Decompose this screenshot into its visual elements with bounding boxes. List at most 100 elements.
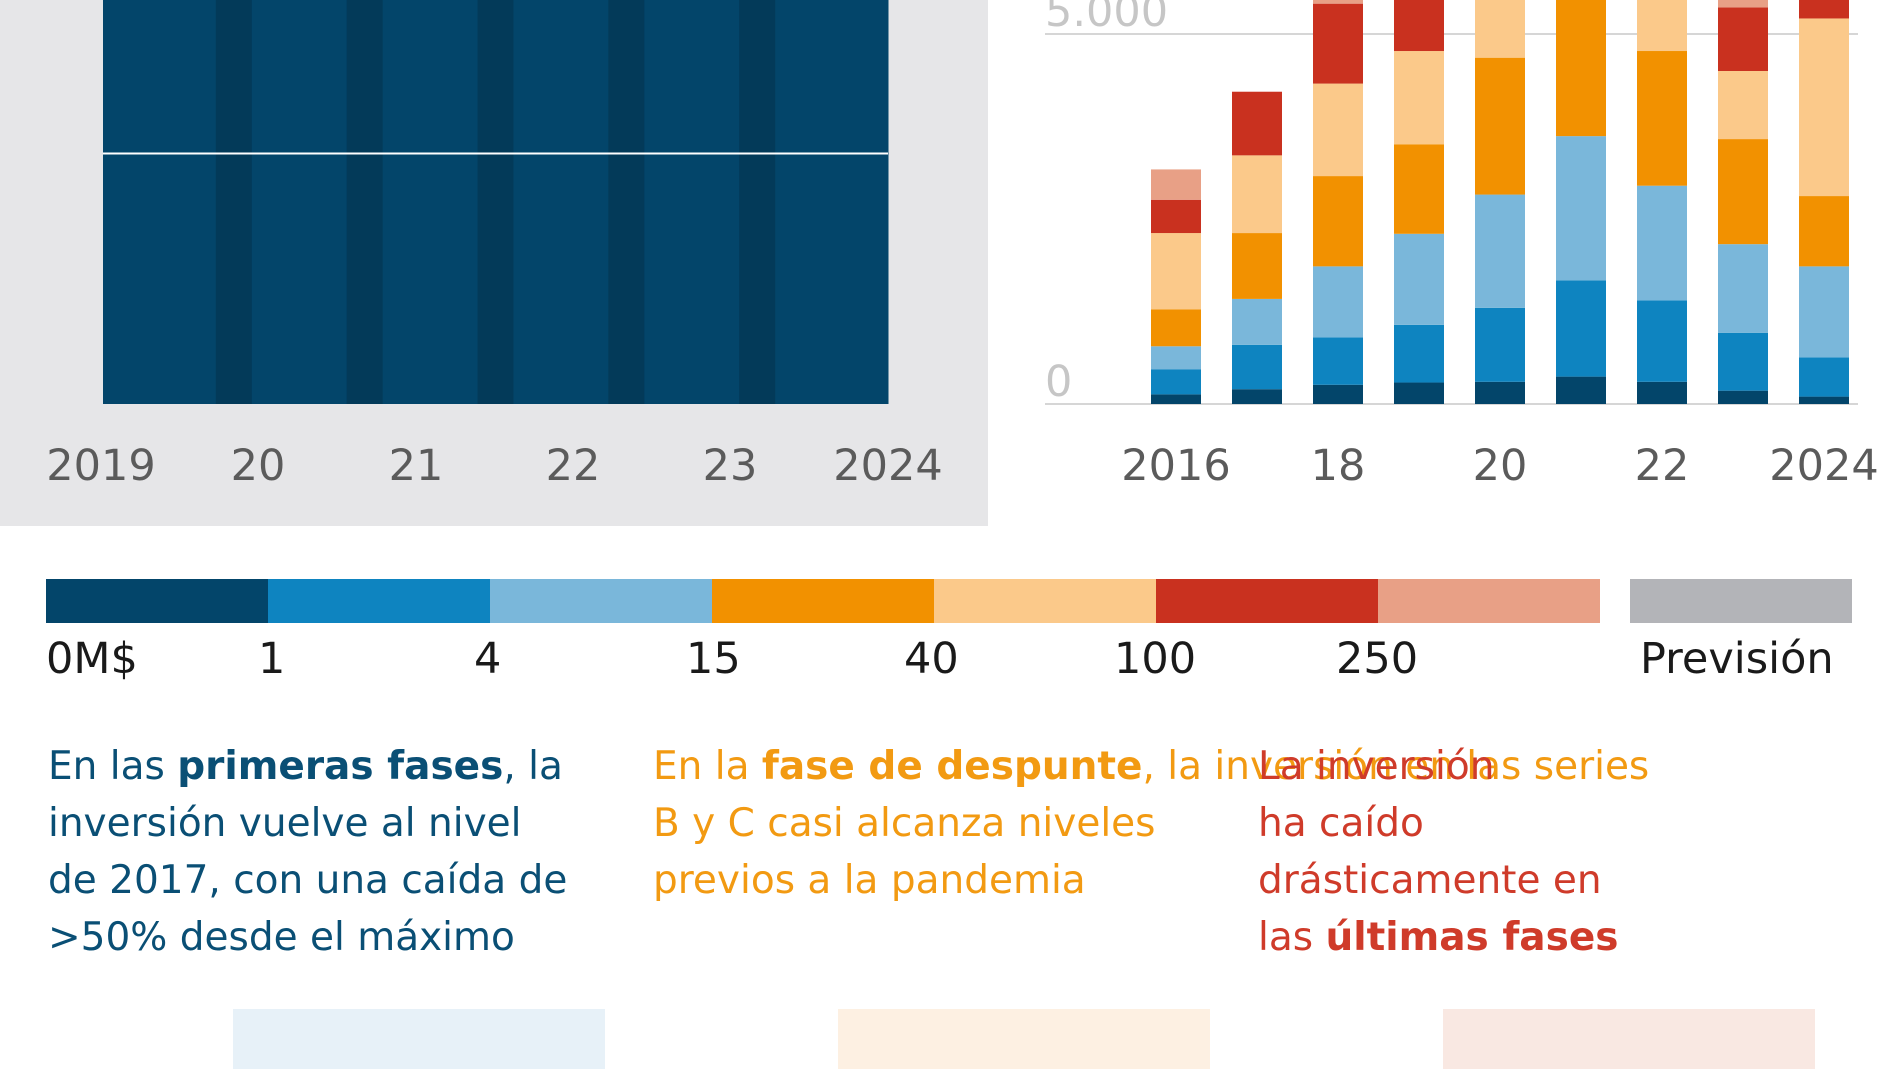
bar-2016-seg-0 <box>1151 394 1201 404</box>
bar-2024-seg-4 <box>1799 18 1849 197</box>
left-bar-2022 <box>495 0 627 404</box>
note-growth-bold: fase de despunte <box>761 744 1143 789</box>
bar-2020-seg-3 <box>1475 57 1525 195</box>
bar-2018-seg-3 <box>1313 176 1363 267</box>
bar-2024-seg-5 <box>1799 0 1849 19</box>
note-box-early <box>233 1009 605 1069</box>
legend-swatch-4 <box>934 579 1156 623</box>
bar-2017-seg-3 <box>1232 233 1282 299</box>
bar-2022-seg-1 <box>1637 300 1687 382</box>
note-growth-post: , la inversión en las series B y C casi a… <box>653 744 1650 903</box>
bar-2020-seg-4 <box>1475 0 1525 58</box>
bar-2022-seg-2 <box>1637 185 1687 301</box>
bar-2023-seg-3 <box>1718 139 1768 245</box>
bar-2023-seg-1 <box>1718 332 1768 391</box>
right-xtick-2020: 20 <box>1473 441 1528 491</box>
bar-2023-seg-0 <box>1718 390 1768 404</box>
legend-swatch-7 <box>1630 579 1852 623</box>
note-late-pre: La inversión ha caído drásticamente en las <box>1258 744 1602 960</box>
bar-2017-seg-2 <box>1232 298 1282 345</box>
legend-label-0: 0M$ <box>46 634 138 684</box>
right-ytick-1: 5.000 <box>1045 0 1168 37</box>
note-early-pre: En las <box>48 744 178 789</box>
left-bar-2020 <box>233 0 366 404</box>
right-xtick-2024: 2024 <box>1769 441 1878 491</box>
bar-2023-seg-2 <box>1718 244 1768 333</box>
bar-2016-seg-5 <box>1151 199 1201 234</box>
bar-2016-seg-4 <box>1151 233 1201 310</box>
bar-2024-seg-1 <box>1799 357 1849 397</box>
legend: 0M$ 1 4 15 40 100 250 Previsión <box>46 579 1852 689</box>
bar-2023-seg-5 <box>1718 7 1768 71</box>
legend-label-1: 1 <box>258 634 286 684</box>
left-bar-2019 <box>103 0 235 404</box>
legend-label-6: 250 <box>1336 634 1419 684</box>
bar-2021-seg-0 <box>1556 376 1606 404</box>
legend-label-3: 15 <box>686 634 741 684</box>
left-bar-2024 <box>757 0 889 404</box>
note-late-bold: últimas fases <box>1325 915 1619 960</box>
right-ytick-0: 0 <box>1045 357 1072 407</box>
legend-label-2: 4 <box>474 634 502 684</box>
bar-2020-seg-2 <box>1475 194 1525 308</box>
left-xtick-4: 23 <box>703 441 758 491</box>
bar-2019-seg-4 <box>1394 51 1444 145</box>
bar-2023-seg-6 <box>1718 0 1768 8</box>
bar-2019-seg-3 <box>1394 144 1444 234</box>
bar-2018-seg-2 <box>1313 266 1363 338</box>
left-xtick-2: 21 <box>389 441 444 491</box>
left-bar-gap-5 <box>739 0 776 404</box>
bar-2018-seg-1 <box>1313 337 1363 385</box>
left-xtick-5: 2024 <box>833 441 942 491</box>
left-bar-gap-1 <box>215 0 252 404</box>
bar-2018-seg-4 <box>1313 83 1363 177</box>
bar-2021-seg-2 <box>1556 136 1606 281</box>
left-xtick-0: 2019 <box>46 441 155 491</box>
bar-2022-seg-0 <box>1637 381 1687 404</box>
bar-2021-seg-3 <box>1556 0 1606 137</box>
bar-2023-seg-4 <box>1718 71 1768 140</box>
note-growth-pre: En la <box>653 744 762 789</box>
note-early-post: , la inversión vuelve al nivel de 2017, co… <box>48 744 568 960</box>
right-xtick-2018: 18 <box>1311 441 1366 491</box>
bar-2017-seg-4 <box>1232 155 1282 234</box>
bar-2018-seg-5 <box>1313 3 1363 84</box>
bar-2018-seg-6 <box>1313 0 1363 4</box>
left-bar-gap-2 <box>346 0 383 404</box>
bar-2022-seg-3 <box>1637 51 1687 186</box>
legend-swatch-5 <box>1156 579 1378 623</box>
legend-swatch-0 <box>46 579 268 623</box>
right-xtick-2016: 2016 <box>1121 441 1230 491</box>
early-stage-chart: 2019 20 21 22 23 2024 <box>0 0 988 526</box>
legend-label-7: Previsión <box>1640 634 1834 684</box>
bar-2016-seg-3 <box>1151 309 1201 347</box>
left-bar-gap-4 <box>608 0 645 404</box>
bar-2017-seg-1 <box>1232 344 1282 390</box>
note-growth-stage: En la fase de despunte, la inversión en … <box>653 738 1649 909</box>
legend-label-5: 100 <box>1114 634 1197 684</box>
bar-2016-seg-2 <box>1151 346 1201 370</box>
note-box-late <box>1443 1009 1815 1069</box>
bar-2020-seg-0 <box>1475 381 1525 404</box>
legend-swatch-6 <box>1378 579 1600 623</box>
left-bar-2023 <box>626 0 758 404</box>
bar-2024-seg-3 <box>1799 196 1849 267</box>
bar-2024-seg-0 <box>1799 396 1849 404</box>
left-xtick-3: 22 <box>546 441 601 491</box>
note-early-stages: En las primeras fases, la inversión vuelv… <box>48 738 648 966</box>
bar-2024-seg-2 <box>1799 266 1849 358</box>
bar-2016-seg-6 <box>1151 169 1201 200</box>
legend-swatch-1 <box>268 579 490 623</box>
bar-2022-seg-4 <box>1637 0 1687 52</box>
bar-2018-seg-0 <box>1313 384 1363 404</box>
note-box-growth <box>838 1009 1210 1069</box>
bar-2016-seg-1 <box>1151 369 1201 395</box>
right-xtick-2022: 22 <box>1635 441 1690 491</box>
left-bar-2021 <box>364 0 496 404</box>
left-bar-gap-3 <box>477 0 514 404</box>
bar-2019-seg-1 <box>1394 324 1444 383</box>
bar-2019-seg-2 <box>1394 233 1444 325</box>
legend-swatch-3 <box>712 579 934 623</box>
bar-2019-seg-5 <box>1394 0 1444 52</box>
bar-2019-seg-0 <box>1394 382 1444 404</box>
